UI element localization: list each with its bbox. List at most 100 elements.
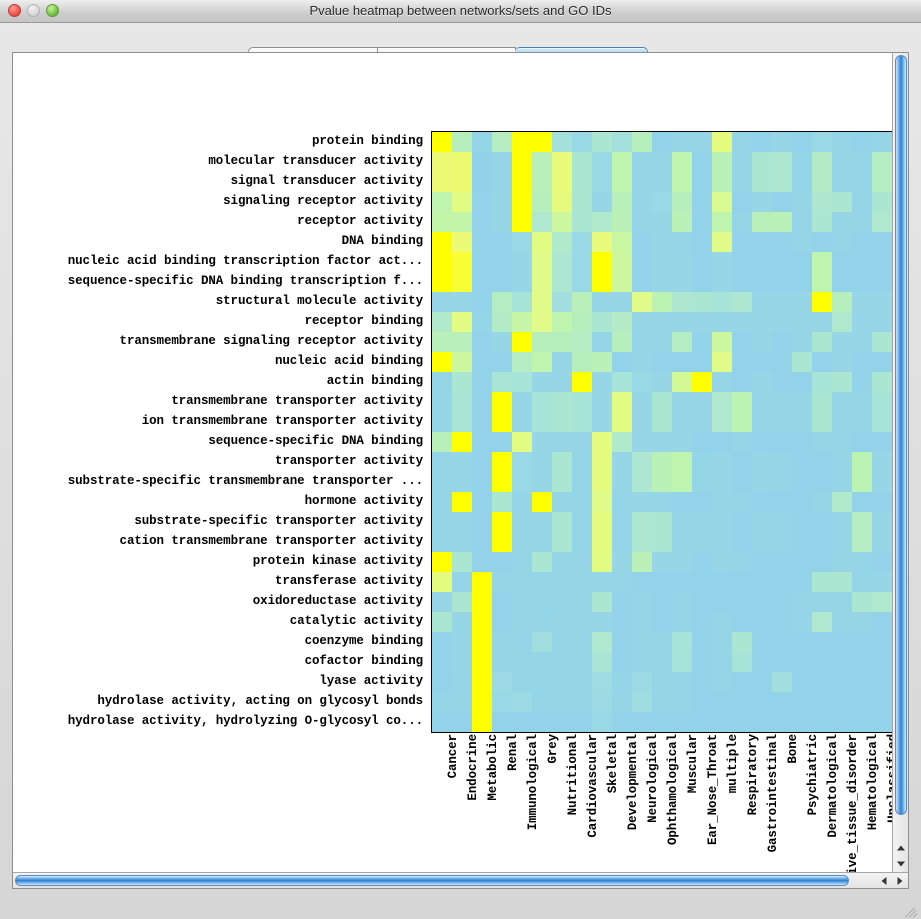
heatmap-cell[interactable] [712, 532, 732, 552]
heatmap-cell[interactable] [612, 292, 632, 312]
heatmap-cell[interactable] [632, 252, 652, 272]
heatmap-cell[interactable] [732, 412, 752, 432]
heatmap-cell[interactable] [552, 172, 572, 192]
heatmap-cell[interactable] [632, 352, 652, 372]
heatmap-cell[interactable] [452, 412, 472, 432]
heatmap-cell[interactable] [872, 192, 892, 212]
heatmap-cell[interactable] [472, 132, 492, 152]
heatmap-cell[interactable] [512, 332, 532, 352]
heatmap-cell[interactable] [512, 672, 532, 692]
heatmap-cell[interactable] [692, 332, 712, 352]
heatmap-cell[interactable] [692, 692, 712, 712]
heatmap-cell[interactable] [612, 612, 632, 632]
heatmap-cell[interactable] [772, 212, 792, 232]
heatmap-cell[interactable] [512, 192, 532, 212]
heatmap-cell[interactable] [572, 552, 592, 572]
heatmap-cell[interactable] [592, 472, 612, 492]
heatmap-cell[interactable] [692, 472, 712, 492]
heatmap-cell[interactable] [552, 412, 572, 432]
heatmap-cell[interactable] [732, 532, 752, 552]
heatmap-cell[interactable] [552, 152, 572, 172]
heatmap-cell[interactable] [732, 152, 752, 172]
heatmap-cell[interactable] [592, 152, 612, 172]
heatmap-cell[interactable] [772, 632, 792, 652]
heatmap-cell[interactable] [512, 552, 532, 572]
heatmap-cell[interactable] [772, 192, 792, 212]
heatmap-cell[interactable] [872, 692, 892, 712]
heatmap-cell[interactable] [432, 532, 452, 552]
heatmap-cell[interactable] [652, 332, 672, 352]
heatmap-cell[interactable] [432, 412, 452, 432]
heatmap-cell[interactable] [872, 432, 892, 452]
heatmap-cell[interactable] [472, 432, 492, 452]
heatmap-cell[interactable] [612, 412, 632, 432]
heatmap-cell[interactable] [492, 572, 512, 592]
heatmap-cell[interactable] [512, 632, 532, 652]
heatmap-cell[interactable] [572, 712, 592, 732]
heatmap-cell[interactable] [732, 492, 752, 512]
heatmap-cell[interactable] [452, 592, 472, 612]
heatmap-cell[interactable] [452, 532, 472, 552]
heatmap-cell[interactable] [732, 612, 752, 632]
heatmap-cell[interactable] [872, 532, 892, 552]
heatmap-cell[interactable] [612, 132, 632, 152]
heatmap-cell[interactable] [772, 432, 792, 452]
heatmap-cell[interactable] [512, 532, 532, 552]
heatmap-cell[interactable] [572, 312, 592, 332]
heatmap-cell[interactable] [652, 392, 672, 412]
heatmap-cell[interactable] [672, 492, 692, 512]
heatmap-cell[interactable] [472, 652, 492, 672]
heatmap-cell[interactable] [552, 552, 572, 572]
heatmap-cell[interactable] [572, 232, 592, 252]
heatmap-cell[interactable] [632, 312, 652, 332]
heatmap-cell[interactable] [492, 452, 512, 472]
heatmap-cell[interactable] [632, 712, 652, 732]
heatmap-cell[interactable] [772, 332, 792, 352]
heatmap-cell[interactable] [852, 392, 872, 412]
heatmap-cell[interactable] [692, 392, 712, 412]
heatmap-cell[interactable] [872, 292, 892, 312]
heatmap-cell[interactable] [732, 632, 752, 652]
heatmap-cell[interactable] [492, 712, 512, 732]
heatmap-cell[interactable] [792, 592, 812, 612]
heatmap-cell[interactable] [592, 392, 612, 412]
heatmap-cell[interactable] [472, 252, 492, 272]
heatmap-cell[interactable] [572, 352, 592, 372]
heatmap-cell[interactable] [872, 132, 892, 152]
heatmap-cell[interactable] [492, 552, 512, 572]
heatmap-cell[interactable] [792, 512, 812, 532]
heatmap-cell[interactable] [732, 592, 752, 612]
heatmap-cell[interactable] [732, 292, 752, 312]
heatmap-cell[interactable] [672, 132, 692, 152]
heatmap-cell[interactable] [792, 712, 812, 732]
heatmap-cell[interactable] [632, 372, 652, 392]
heatmap-cell[interactable] [852, 452, 872, 472]
heatmap-cell[interactable] [752, 552, 772, 572]
minimize-button[interactable] [27, 4, 40, 17]
heatmap-cell[interactable] [492, 632, 512, 652]
heatmap-cell[interactable] [692, 552, 712, 572]
heatmap-cell[interactable] [852, 652, 872, 672]
heatmap-cell[interactable] [852, 152, 872, 172]
heatmap-cell[interactable] [852, 372, 872, 392]
heatmap-cell[interactable] [432, 592, 452, 612]
heatmap-cell[interactable] [672, 412, 692, 432]
heatmap-cell[interactable] [812, 692, 832, 712]
heatmap-cell[interactable] [732, 472, 752, 492]
heatmap-cell[interactable] [452, 172, 472, 192]
heatmap-cell[interactable] [452, 252, 472, 272]
heatmap-cell[interactable] [852, 332, 872, 352]
heatmap-cell[interactable] [692, 252, 712, 272]
heatmap-cell[interactable] [532, 152, 552, 172]
heatmap-cell[interactable] [832, 212, 852, 232]
heatmap-cell[interactable] [612, 452, 632, 472]
heatmap-cell[interactable] [572, 272, 592, 292]
heatmap-cell[interactable] [512, 132, 532, 152]
heatmap-cell[interactable] [492, 492, 512, 512]
heatmap-cell[interactable] [832, 372, 852, 392]
heatmap-cell[interactable] [752, 672, 772, 692]
heatmap-cell[interactable] [812, 132, 832, 152]
heatmap-cell[interactable] [872, 672, 892, 692]
heatmap-cell[interactable] [472, 472, 492, 492]
heatmap-cell[interactable] [792, 332, 812, 352]
